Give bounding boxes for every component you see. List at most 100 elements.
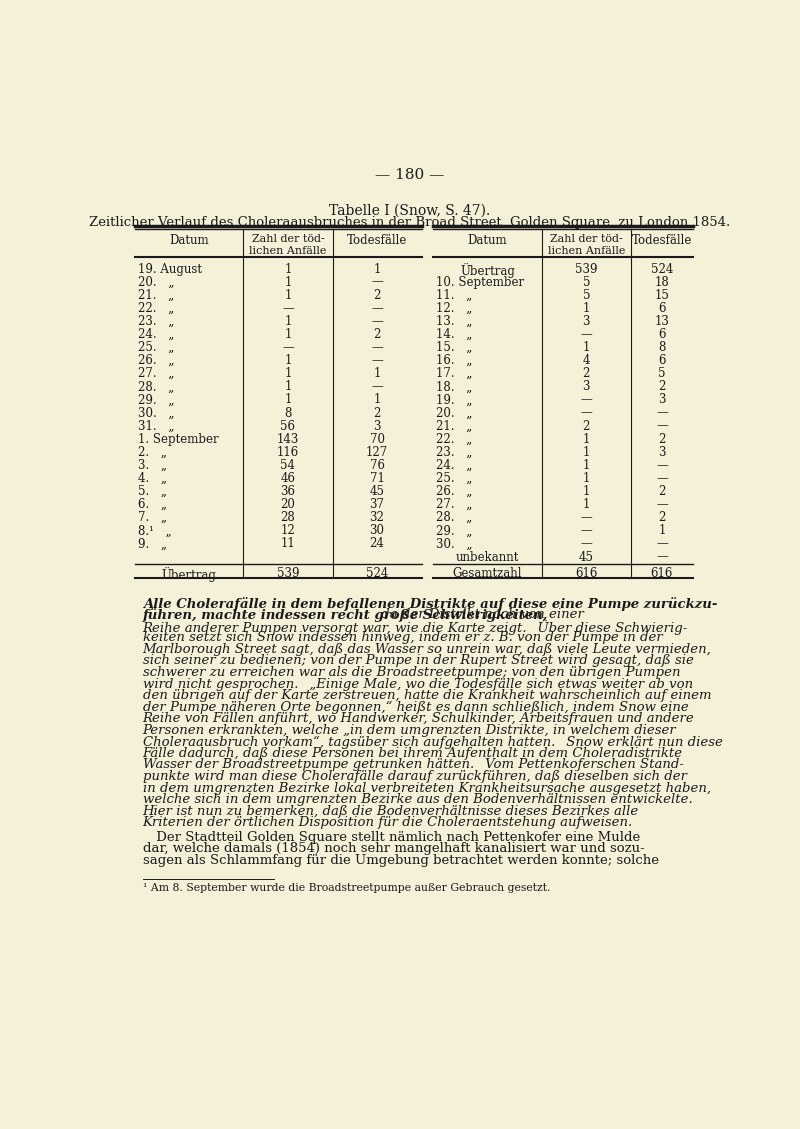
- Text: 30. „: 30. „: [138, 406, 174, 420]
- Text: 20. „: 20. „: [436, 406, 473, 420]
- Text: —: —: [656, 498, 668, 511]
- Text: Choleraausbruch vorkam“, tagsüber sich aufgehalten hatten.  Snow erklärt nun die: Choleraausbruch vorkam“, tagsüber sich a…: [142, 735, 722, 749]
- Text: 18. „: 18. „: [436, 380, 473, 393]
- Text: —: —: [581, 511, 592, 524]
- Text: 76: 76: [370, 458, 385, 472]
- Text: da der Distrikt noch von einer: da der Distrikt noch von einer: [377, 609, 583, 621]
- Text: 24. „: 24. „: [436, 458, 473, 472]
- Text: 26. „: 26. „: [138, 355, 174, 367]
- Text: 28. „: 28. „: [138, 380, 174, 393]
- Text: 1: 1: [582, 485, 590, 498]
- Text: in dem umgrenzten Bezirke lokal verbreiteten Krankheitsursache ausgesetzt haben,: in dem umgrenzten Bezirke lokal verbreit…: [142, 781, 710, 795]
- Text: 1: 1: [582, 432, 590, 446]
- Text: 70: 70: [370, 432, 385, 446]
- Text: sagen als Schlammfang für die Umgebung betrachtet werden konnte; solche: sagen als Schlammfang für die Umgebung b…: [142, 854, 658, 867]
- Text: 8.¹ „: 8.¹ „: [138, 524, 171, 537]
- Text: 32: 32: [370, 511, 385, 524]
- Text: Übertrag: Übertrag: [162, 567, 217, 581]
- Text: 2: 2: [658, 380, 666, 393]
- Text: 524: 524: [650, 263, 673, 275]
- Text: Personen erkrankten, welche „in dem umgrenzten Distrikte, in welchem dieser: Personen erkrankten, welche „in dem umgr…: [142, 724, 676, 737]
- Text: 6. „: 6. „: [138, 498, 167, 511]
- Text: Kriterien der örtlichen Disposition für die Choleraentstehung aufweisen.: Kriterien der örtlichen Disposition für …: [142, 816, 633, 829]
- Text: 13: 13: [654, 315, 670, 327]
- Text: 1: 1: [582, 301, 590, 315]
- Text: 539: 539: [575, 263, 598, 275]
- Text: Übertrag: Übertrag: [460, 263, 515, 278]
- Text: 3: 3: [582, 315, 590, 327]
- Text: 1: 1: [284, 329, 292, 341]
- Text: 27. „: 27. „: [436, 498, 473, 511]
- Text: 28: 28: [281, 511, 295, 524]
- Text: —: —: [656, 406, 668, 420]
- Text: 17. „: 17. „: [436, 367, 473, 380]
- Text: Hier ist nun zu bemerken, daß die Bodenverhältnisse dieses Bezirkes alle: Hier ist nun zu bemerken, daß die Bodenv…: [142, 805, 639, 817]
- Text: 5. „: 5. „: [138, 485, 167, 498]
- Text: Marlborough Street sagt, daß das Wasser so unrein war, daß viele Leute vermieden: Marlborough Street sagt, daß das Wasser …: [142, 642, 711, 656]
- Text: 1: 1: [284, 367, 292, 380]
- Text: 27. „: 27. „: [138, 367, 174, 380]
- Text: 1: 1: [284, 263, 292, 275]
- Text: Todesfälle: Todesfälle: [347, 234, 407, 247]
- Text: 143: 143: [277, 432, 299, 446]
- Text: führen, machte indessen recht große Schwierigkeiten,: führen, machte indessen recht große Schw…: [142, 609, 548, 622]
- Text: 2. „: 2. „: [138, 446, 167, 458]
- Text: 54: 54: [281, 458, 295, 472]
- Text: 24: 24: [370, 537, 385, 551]
- Text: 1: 1: [374, 393, 381, 406]
- Text: 2: 2: [658, 511, 666, 524]
- Text: —: —: [656, 420, 668, 432]
- Text: 26. „: 26. „: [436, 485, 473, 498]
- Text: 14. „: 14. „: [436, 329, 473, 341]
- Text: den übrigen auf der Karte zerstreuen, hatte die Krankheit wahrscheinlich auf ein: den übrigen auf der Karte zerstreuen, ha…: [142, 689, 711, 702]
- Text: 2: 2: [582, 367, 590, 380]
- Text: 45: 45: [579, 551, 594, 563]
- Text: Der Stadtteil Golden Square stellt nämlich nach Pettenkofer eine Mulde: Der Stadtteil Golden Square stellt nämli…: [142, 831, 640, 843]
- Text: 3: 3: [658, 393, 666, 406]
- Text: Todesfälle: Todesfälle: [632, 234, 692, 247]
- Text: 19. August: 19. August: [138, 263, 202, 275]
- Text: 46: 46: [281, 472, 295, 485]
- Text: 21. „: 21. „: [436, 420, 473, 432]
- Text: 3: 3: [374, 420, 381, 432]
- Text: 37: 37: [370, 498, 385, 511]
- Text: 23. „: 23. „: [436, 446, 473, 458]
- Text: 11: 11: [281, 537, 295, 551]
- Text: 12: 12: [281, 524, 295, 537]
- Text: —: —: [282, 301, 294, 315]
- Text: 21. „: 21. „: [138, 289, 174, 301]
- Text: Zahl der töd-
lichen Anfälle: Zahl der töd- lichen Anfälle: [250, 234, 326, 255]
- Text: 8: 8: [658, 341, 666, 355]
- Text: Zahl der töd-
lichen Anfälle: Zahl der töd- lichen Anfälle: [548, 234, 625, 255]
- Text: 15: 15: [654, 289, 670, 301]
- Text: 36: 36: [281, 485, 295, 498]
- Text: —: —: [371, 315, 383, 327]
- Text: 4. „: 4. „: [138, 472, 167, 485]
- Text: 1: 1: [374, 367, 381, 380]
- Text: 8: 8: [284, 406, 292, 420]
- Text: Gesamtzahl: Gesamtzahl: [453, 567, 522, 579]
- Text: 10. September: 10. September: [436, 275, 525, 289]
- Text: 539: 539: [277, 567, 299, 579]
- Text: 1: 1: [658, 524, 666, 537]
- Text: 7. „: 7. „: [138, 511, 167, 524]
- Text: 1: 1: [284, 275, 292, 289]
- Text: 25. „: 25. „: [436, 472, 473, 485]
- Text: Reihe von Fällen anführt, wo Handwerker, Schulkinder, Arbeitsfrauen und andere: Reihe von Fällen anführt, wo Handwerker,…: [142, 712, 694, 725]
- Text: 15. „: 15. „: [436, 341, 473, 355]
- Text: 22. „: 22. „: [436, 432, 473, 446]
- Text: dar, welche damals (1854) noch sehr mangelhaft kanalisiert war und sozu-: dar, welche damals (1854) noch sehr mang…: [142, 842, 644, 856]
- Text: 1: 1: [284, 289, 292, 301]
- Text: welche sich in dem umgrenzten Bezirke aus den Bodenverhältnissen entwickelte.: welche sich in dem umgrenzten Bezirke au…: [142, 793, 692, 806]
- Text: 45: 45: [370, 485, 385, 498]
- Text: —: —: [581, 406, 592, 420]
- Text: 3. „: 3. „: [138, 458, 167, 472]
- Text: —: —: [581, 537, 592, 551]
- Text: —: —: [371, 380, 383, 393]
- Text: —: —: [371, 341, 383, 355]
- Text: —: —: [371, 275, 383, 289]
- Text: 1: 1: [284, 380, 292, 393]
- Text: 5: 5: [582, 289, 590, 301]
- Text: Datum: Datum: [468, 234, 507, 247]
- Text: 616: 616: [650, 567, 673, 579]
